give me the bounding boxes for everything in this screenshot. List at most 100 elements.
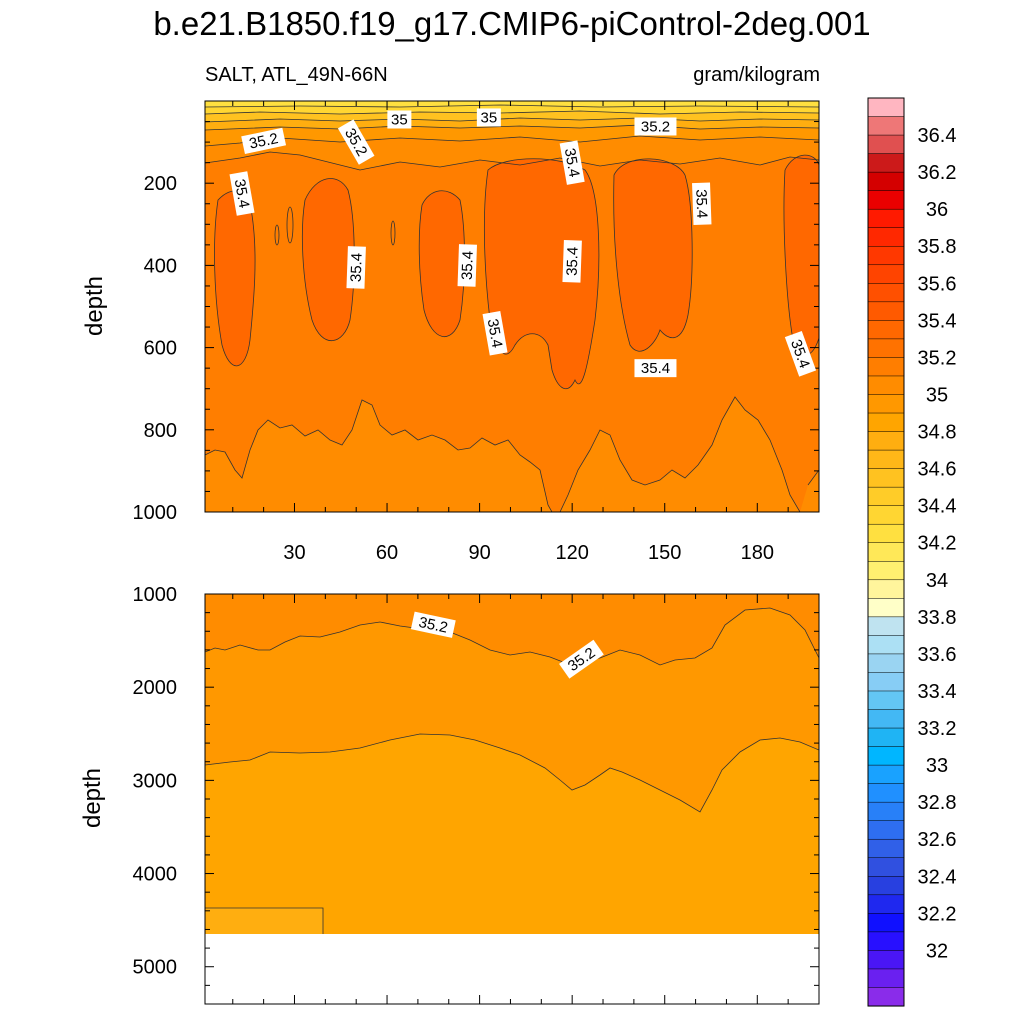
colorbar-swatch — [867, 690, 905, 711]
colorbar-swatch — [867, 171, 905, 192]
colorbar-swatch — [867, 245, 905, 266]
colorbar-swatch — [867, 375, 905, 396]
colorbar-swatch — [867, 431, 905, 451]
colorbar-swatch — [867, 97, 905, 118]
upper-x-tick-label: 30 — [283, 542, 305, 564]
contour-label-box — [346, 246, 366, 289]
colorbar-label: 36.2 — [918, 162, 957, 184]
contour-label-group: 35.2 — [634, 117, 677, 136]
colorbar-swatch — [867, 301, 905, 321]
contour-label-box — [784, 330, 817, 377]
colorbar-label: 34 — [926, 570, 948, 592]
colorbar-swatch — [867, 523, 905, 544]
colorbar-swatch — [867, 134, 905, 155]
contour-label: 35.2 — [248, 130, 280, 153]
colorbar-swatch — [867, 153, 905, 173]
colorbar-swatch — [867, 561, 905, 581]
contour-label: 35.4 — [348, 253, 366, 283]
colorbar-swatch — [867, 449, 905, 470]
upper-y-tick-label: 1000 — [133, 502, 178, 524]
colorbar-label: 33 — [926, 755, 948, 777]
colorbar-swatch — [867, 764, 905, 785]
colorbar-label: 33.6 — [918, 644, 957, 666]
colorbar-swatch — [867, 913, 905, 933]
contour-label-group: 35 — [387, 110, 412, 129]
colorbar-swatch — [867, 338, 905, 358]
lower-y-axis-label: depth — [79, 768, 106, 828]
lower-y-tick-label: 5000 — [133, 957, 178, 979]
colorbar-swatch — [867, 598, 905, 618]
colorbar-swatch — [867, 876, 905, 896]
contour-label-group: 35.4 — [482, 310, 508, 356]
contour-label-box — [387, 110, 412, 129]
upper-x-tick-label: 120 — [555, 542, 588, 564]
contour-label: 35.4 — [692, 189, 710, 219]
colorbar-label: 32.4 — [918, 866, 957, 888]
upper-x-tick-label: 60 — [376, 542, 398, 564]
colorbar-label: 35.4 — [918, 310, 957, 332]
colorbar-swatch — [867, 783, 905, 803]
units-subtitle: gram/kilogram — [693, 64, 820, 86]
colorbar-label: 35.8 — [918, 236, 957, 258]
upper-x-tick-label: 150 — [648, 542, 681, 564]
colorbar-swatch — [867, 727, 905, 748]
contour-label-group: 35.2 — [337, 119, 375, 165]
colorbar-swatch — [867, 894, 905, 914]
colorbar-swatch — [867, 746, 905, 766]
contour-label-group: 35.2 — [241, 127, 287, 155]
colorbar-swatch — [867, 116, 905, 136]
colorbar-label: 32.2 — [918, 903, 957, 925]
lower-y-tick-label: 2000 — [133, 677, 178, 699]
colorbar-label: 36 — [926, 199, 948, 221]
colorbar-swatch — [867, 505, 905, 525]
contour-label: 35.4 — [484, 317, 506, 349]
variable-subtitle: SALT, ATL_49N-66N — [205, 64, 388, 86]
contour-label-box — [634, 117, 677, 136]
contour-label-box — [559, 639, 604, 679]
contour-label-box — [634, 359, 677, 378]
lower-y-tick-label: 1000 — [133, 584, 178, 606]
colorbar-swatch — [867, 357, 905, 377]
upper-x-tick-label: 90 — [468, 542, 490, 564]
contour-label-box — [457, 244, 477, 287]
colorbar-swatch — [867, 616, 905, 636]
contour-label-group: 35.4 — [457, 244, 477, 287]
upper-y-tick-label: 400 — [144, 255, 177, 277]
lower-y-tick-label: 4000 — [133, 864, 178, 886]
colorbar-frame — [867, 97, 905, 1007]
upper-panel-fill — [205, 101, 819, 512]
contour-label: 35.2 — [417, 614, 449, 637]
colorbar-label: 32.8 — [918, 792, 957, 814]
colorbar-swatch — [867, 931, 905, 951]
colorbar-swatch — [867, 709, 905, 729]
colorbar-swatch — [867, 208, 905, 229]
colorbar-swatch — [867, 950, 905, 970]
upper-x-tick-label: 180 — [741, 542, 774, 564]
colorbar-swatch — [867, 635, 905, 655]
colorbar-swatch — [867, 542, 905, 562]
colorbar-label: 32 — [926, 940, 948, 962]
colorbar-swatch — [867, 579, 905, 599]
colorbar-swatch — [867, 190, 905, 210]
lower-y-tick-label: 3000 — [133, 770, 178, 792]
contour-label: 35.4 — [459, 251, 477, 281]
colorbar-swatch — [867, 486, 905, 507]
lower-panel-contours — [205, 607, 819, 934]
contour-label-box — [410, 611, 456, 638]
colorbar-label: 35.6 — [918, 273, 957, 295]
colorbar-swatch — [867, 283, 905, 303]
contour-label-group: 35.2 — [410, 611, 456, 638]
contour-label-box — [692, 182, 712, 226]
contour-label-group: 35.4 — [562, 239, 582, 283]
contour-label-group: 35.4 — [559, 140, 585, 185]
contour-label: 35.4 — [561, 147, 583, 179]
colorbar-label: 32.6 — [918, 829, 957, 851]
colorbar-label: 35.2 — [918, 347, 957, 369]
contour-label-group: 35.4 — [229, 171, 255, 216]
colorbar-label: 33.2 — [918, 718, 957, 740]
contour-label-box — [559, 140, 585, 185]
contour-label: 35 — [481, 109, 498, 126]
colorbar-swatch — [867, 227, 905, 247]
colorbar-swatch — [867, 857, 905, 877]
colorbar-label: 34.6 — [918, 459, 957, 481]
